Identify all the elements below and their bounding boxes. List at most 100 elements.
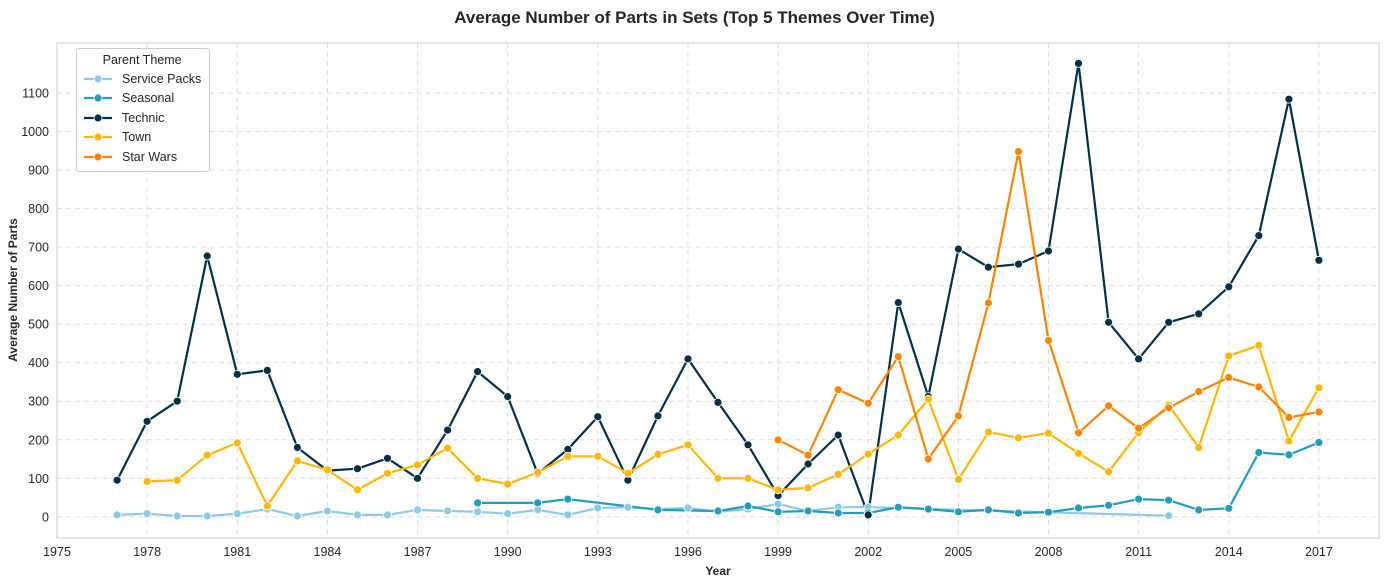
legend-item-town: Town [83,128,201,148]
technic-point [443,425,453,435]
legend-swatch [84,152,112,162]
town-point [262,501,272,511]
town-point [593,451,603,461]
technic-point [683,354,693,364]
technic-point [473,367,483,377]
seasonal-point [1014,508,1023,518]
y-tick-label: 1000 [21,125,49,139]
star-wars-point [1104,401,1113,411]
seasonal-point [563,494,573,504]
service-packs-point [322,506,332,516]
seasonal-point [773,507,783,517]
y-tick-label: 900 [28,164,49,178]
star-wars-point [923,454,933,464]
y-tick-label: 100 [28,472,49,486]
town-point [1314,383,1324,393]
legend-label: Star Wars [122,149,178,164]
x-tick-label: 2005 [944,545,972,559]
legend-swatch [84,132,112,142]
legend-label: Town [122,130,152,145]
technic-point [1104,317,1113,327]
star-wars-point [1224,372,1234,382]
service-packs-point [172,511,182,521]
star-wars-point [863,398,873,408]
grid-lines [56,43,1379,538]
y-tick-label: 200 [28,433,49,447]
x-tick-label: 1978 [133,545,161,559]
seasonal-point [1134,494,1143,504]
technic-point [1074,59,1083,68]
star-wars-point [803,450,813,460]
technic-point [112,475,122,485]
star-wars-point [984,298,993,308]
legend-label: Technic [122,110,165,125]
service-packs-point [353,510,362,520]
star-wars-point [833,385,843,395]
seasonal-point [1254,448,1264,457]
service-packs-point [142,509,152,519]
town-point [1104,467,1113,477]
y-tick-label: 800 [28,202,49,216]
service-packs-point [773,499,783,509]
series-points [112,59,1324,521]
town-point [1224,351,1234,361]
star-wars-point [1164,403,1174,413]
town-point [383,468,392,478]
y-tick-label: 0 [42,510,49,524]
technic-point [202,251,212,261]
service-packs-point [112,510,122,520]
technic-point [1194,309,1204,319]
town-point [322,465,332,475]
star-wars-point [954,411,963,421]
seasonal-point [923,504,933,514]
seasonal-point [713,506,723,516]
technic-point [1284,94,1294,104]
seasonal-point [1074,503,1083,513]
town-point [232,438,242,448]
technic-point [353,464,362,474]
technic-point [413,473,422,483]
star-wars-point [1314,407,1324,417]
legend-label: Service Packs [122,71,202,86]
technic-point [803,459,813,469]
seasonal-point [1164,495,1174,505]
seasonal-point [1314,438,1324,447]
x-tick-label: 1999 [764,545,792,559]
y-tick-label: 300 [28,395,49,409]
town-point [413,460,422,470]
service-packs-point [473,507,483,517]
technic-point [984,262,993,272]
technic-point [1314,255,1324,265]
x-tick-label: 1981 [223,545,251,559]
seasonal-point [653,505,663,515]
service-packs-point [1164,511,1174,521]
technic-point [833,430,843,440]
town-point [683,440,693,450]
town-point [1044,428,1053,438]
technic-point [172,396,182,406]
chart-title: Average Number of Parts in Sets (Top 5 T… [454,8,935,27]
x-tick-label: 2008 [1035,545,1063,559]
legend-item-star-wars: Star Wars [83,147,201,167]
star-wars-point [1074,428,1083,438]
seasonal-point [954,507,963,517]
service-packs-point [443,506,453,516]
town-point [833,469,843,479]
seasonal-point [1104,500,1113,510]
seasonal-point [1284,450,1294,460]
town-point [473,473,483,483]
legend-item-technic: Technic [83,108,201,128]
legend-swatch [84,93,112,103]
technic-point [383,453,392,463]
star-wars-point [1284,412,1294,422]
town-point [563,451,573,461]
legend-title: Parent Theme [102,53,182,67]
service-packs-point [503,509,513,519]
star-wars-point [773,435,783,445]
legend-swatch [84,113,112,123]
town-point [653,449,663,459]
seasonal-point [1194,505,1204,515]
town-point [1194,443,1204,452]
y-tick-label: 1100 [22,87,49,101]
